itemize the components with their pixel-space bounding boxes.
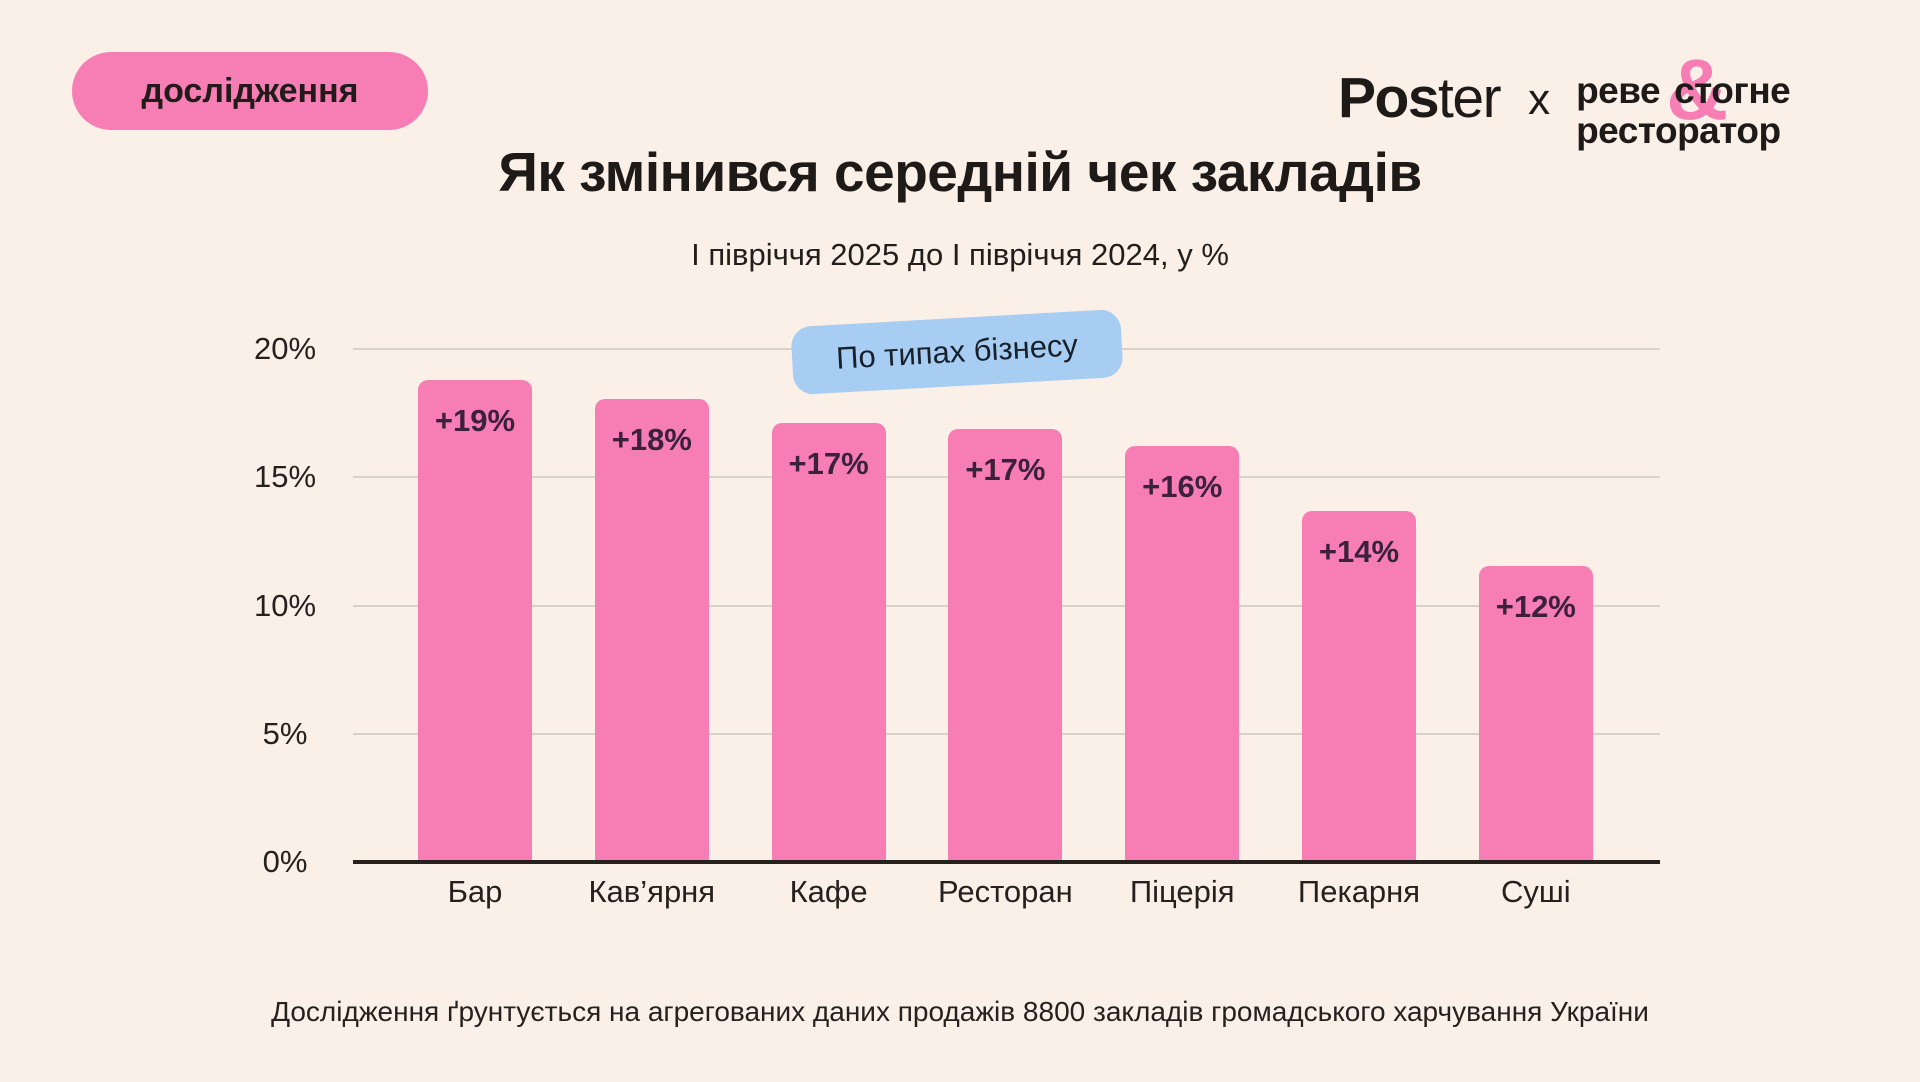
bar-value-label: +17%: [788, 446, 869, 482]
y-axis-tick-0: 0%: [262, 844, 308, 879]
x-axis-label: Пекарня: [1297, 874, 1421, 909]
bar-value-label: +18%: [611, 422, 692, 458]
logo-row: Poster x & реве стогне ресторатор: [1338, 47, 1791, 151]
research-badge: дослідження: [72, 52, 428, 130]
x-axis-line: [353, 860, 1660, 864]
y-axis-tick-15: 15%: [253, 459, 317, 495]
poster-logo: Poster: [1338, 70, 1502, 127]
y-axis-tick-10: 10%: [253, 587, 317, 623]
y-axis-tick-5: 5%: [262, 715, 308, 751]
poster-logo-bold: Pos: [1338, 66, 1440, 130]
bar-value-label: +19%: [434, 402, 516, 438]
bar-value-label: +16%: [1142, 469, 1223, 505]
chart-title: Як змінився середній чек закладів: [498, 141, 1422, 203]
x-axis-label: Суші: [1500, 874, 1571, 909]
reve-stohne-restorator-logo: & реве стогне ресторатор: [1576, 47, 1791, 151]
bar-1: +19%: [418, 379, 532, 862]
x-axis-label: Кафе: [789, 874, 868, 909]
bar-6: +14%: [1302, 510, 1416, 862]
bar-4: +17%: [948, 428, 1063, 862]
business-type-badge-label: По типах бізнесу: [835, 327, 1079, 376]
brand-line1-part2: стогне: [1674, 70, 1791, 111]
y-axis-tick-20: 20%: [253, 331, 317, 366]
bar-value-label: +14%: [1318, 533, 1400, 569]
brand-line1-part1: реве: [1576, 70, 1661, 111]
x-axis-label: Кав’ярня: [588, 874, 716, 909]
x-axis-label: Бар: [447, 874, 503, 909]
chart-subtitle: І півріччя 2025 до І півріччя 2024, у %: [691, 237, 1229, 272]
x-axis-label: Ресторан: [938, 874, 1073, 909]
collab-x-separator: x: [1528, 75, 1551, 124]
poster-logo-light: ter: [1438, 66, 1502, 130]
bar-3: +17%: [771, 423, 886, 862]
x-axis-label: Піцерія: [1129, 874, 1235, 909]
brand-line-1: реве стогне: [1576, 70, 1791, 111]
bar-value-label: +12%: [1495, 588, 1576, 624]
ampersand-icon: &: [1666, 42, 1729, 138]
bar-value-label: +17%: [965, 451, 1046, 487]
brand-line-2: ресторатор: [1576, 110, 1781, 151]
footnote: Дослідження ґрунтується на агрегованих д…: [271, 996, 1649, 1027]
research-badge-label: дослідження: [141, 71, 359, 110]
bar-7: +12%: [1478, 565, 1593, 862]
bar-2: +18%: [594, 399, 709, 862]
bar-chart: 0% 5% 10% 15% 20% +19% Бар +18% Кав’ярня +17% Кафе…: [254, 331, 1660, 909]
bar-5: +16%: [1125, 446, 1240, 862]
